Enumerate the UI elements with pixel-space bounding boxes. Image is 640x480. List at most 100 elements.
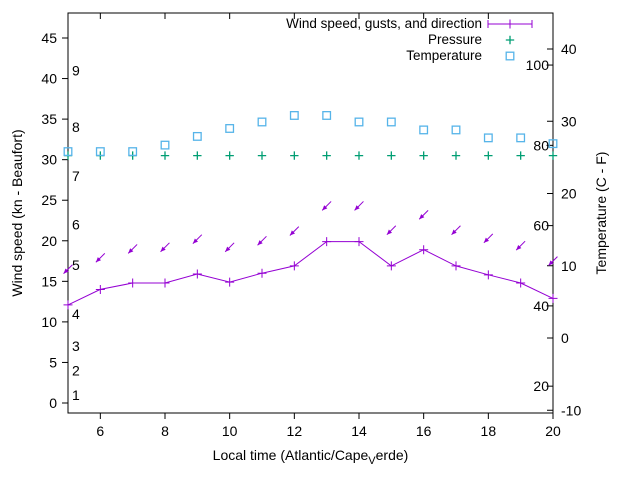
beaufort-tick-label: 3 <box>72 338 80 354</box>
x-axis-tick-label: 12 <box>287 423 303 439</box>
beaufort-tick-label: 4 <box>72 306 80 322</box>
x-axis-tick-label: 10 <box>222 423 238 439</box>
wind-direction-arrow-head <box>322 205 328 211</box>
beaufort-tick-label: 6 <box>72 217 80 233</box>
wind-point-marker <box>192 269 202 279</box>
wind-point-marker <box>95 284 105 294</box>
pressure-point <box>322 151 331 160</box>
pressure-point <box>160 151 170 160</box>
beaufort-tick-label: 8 <box>72 119 80 135</box>
pressure-point <box>548 151 558 160</box>
kn-tick-label: 15 <box>41 273 57 289</box>
wind-point-marker <box>63 300 73 310</box>
wind-point-marker <box>160 278 170 288</box>
temperature-point <box>386 117 396 127</box>
kn-tick-label: 45 <box>41 30 57 46</box>
legend-entry-temperature: Temperature <box>406 48 482 63</box>
kn-tick-label: 40 <box>41 71 57 87</box>
celsius-tick-label: -10 <box>561 402 581 418</box>
x-axis-label-suffix: erde) <box>375 447 409 463</box>
kn-tick-label: 0 <box>49 395 57 411</box>
pressure-point <box>225 151 234 160</box>
y-axis-label-right: Temperature (C - F) <box>593 151 609 275</box>
legend-pressure-sample-marker <box>505 35 515 45</box>
beaufort-tick-label: 7 <box>72 168 80 184</box>
fahrenheit-tick-label: 40 <box>533 298 549 314</box>
kn-tick-label: 25 <box>41 192 57 208</box>
temperature-point <box>128 147 138 157</box>
x-axis-label-subscript: V <box>368 455 376 467</box>
celsius-tick-label: 30 <box>561 113 577 129</box>
x-axis-tick-label: 18 <box>481 423 497 439</box>
plot-border <box>67 12 554 414</box>
x-axis-tick-label: 14 <box>351 423 367 439</box>
x-axis-label-prefix: Local time (Atlantic/Cape <box>212 447 369 463</box>
x-axis-tick-label: 16 <box>416 423 432 439</box>
pressure-point <box>193 151 202 160</box>
legend-entry-wind: Wind speed, gusts, and direction <box>286 16 482 31</box>
beaufort-tick-label: 2 <box>72 363 80 379</box>
wind-direction-arrow-head <box>128 248 134 254</box>
wind-direction-arrow-head <box>386 229 393 235</box>
wind-point-marker <box>257 268 267 278</box>
wind-point-marker <box>354 237 364 247</box>
wind-direction-arrow-head <box>548 260 554 266</box>
x-axis-tick-label: 6 <box>96 423 104 439</box>
wind-point-marker <box>225 277 235 287</box>
kn-tick-label: 5 <box>49 354 57 370</box>
pressure-point <box>516 151 525 160</box>
wind-point-marker <box>483 270 493 280</box>
wind-point-marker <box>451 261 461 271</box>
temperature-point <box>289 111 299 120</box>
kn-tick-label: 20 <box>41 233 57 249</box>
pressure-point <box>484 151 493 160</box>
wind-direction-arrow-head <box>289 230 296 236</box>
legend: Wind speed, gusts, and direction Pressur… <box>0 16 482 64</box>
pressure-point <box>354 151 364 160</box>
kn-tick-label: 35 <box>41 111 57 127</box>
legend-entry-pressure: Pressure <box>427 32 482 47</box>
wind-speed-line <box>67 241 554 306</box>
wind-point-marker <box>289 261 299 271</box>
wind-point-marker <box>419 245 429 255</box>
wind-direction-arrow-head <box>516 244 522 251</box>
wind-point-marker <box>386 261 396 271</box>
x-axis-tick-label: 8 <box>161 423 169 439</box>
wind-direction-arrow-head <box>192 238 199 244</box>
beaufort-tick-label: 9 <box>72 62 80 78</box>
pressure-point <box>387 151 396 160</box>
wind-direction-arrow-head <box>225 246 231 252</box>
fahrenheit-tick-label: 80 <box>533 137 549 153</box>
pressure-point <box>419 151 428 160</box>
temperature-point <box>257 117 267 127</box>
pressure-point <box>451 151 461 160</box>
celsius-tick-label: 10 <box>561 258 577 274</box>
wind-direction-arrow-head <box>419 214 425 220</box>
celsius-tick-label: 40 <box>561 41 577 57</box>
wind-point-marker <box>548 293 558 303</box>
celsius-tick-label: 20 <box>561 186 577 202</box>
pressure-point <box>257 151 267 160</box>
temperature-point <box>160 140 170 150</box>
x-axis-tick-label: 20 <box>545 423 561 439</box>
fahrenheit-tick-label: 100 <box>526 57 550 73</box>
temperature-point <box>322 111 332 120</box>
celsius-tick-label: 0 <box>561 330 569 346</box>
temperature-point <box>192 131 202 141</box>
wind-direction-arrow-head <box>354 205 360 211</box>
fahrenheit-tick-label: 60 <box>533 218 549 234</box>
kn-tick-label: 10 <box>41 314 57 330</box>
fahrenheit-tick-label: 20 <box>533 378 549 394</box>
legend-temperature-sample-marker <box>505 51 515 61</box>
wind-direction-arrow-head <box>483 237 490 243</box>
beaufort-tick-label: 5 <box>72 257 80 273</box>
pressure-point <box>290 151 299 160</box>
legend-wind-sample-marker <box>505 19 515 29</box>
wind-point-marker <box>128 278 138 288</box>
wind-direction-arrow-head <box>63 268 69 274</box>
temperature-point <box>548 139 558 149</box>
wind-direction-arrow-head <box>160 246 166 252</box>
wind-direction-arrow-head <box>451 229 457 235</box>
kn-tick-label: 30 <box>41 152 57 168</box>
